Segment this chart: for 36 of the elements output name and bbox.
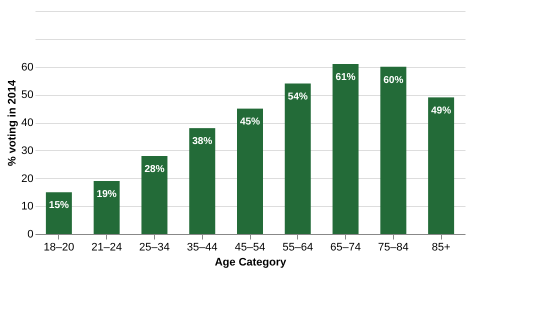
x-tick-label: 65–74 [330,242,361,254]
x-tick-label: 55–64 [282,242,314,254]
y-tick-label: 10 [21,200,34,213]
x-tick-label: 75–84 [378,242,409,254]
bar [237,108,263,234]
data-label: 60% [383,74,404,86]
data-label: 19% [96,189,117,200]
bar [94,181,120,234]
y-tick-label: 0 [27,228,34,240]
x-tick-label: 35–44 [186,242,218,254]
data-label: 15% [48,200,70,212]
x-tick-label: 85+ [432,242,450,254]
data-label: 28% [144,164,165,175]
y-tick-label: 40 [21,117,34,129]
x-tick-label: 45–54 [234,242,266,254]
x-tick-label: 18–20 [44,242,74,254]
bar [141,156,168,234]
y-axis-title: % voting in 2014 [6,79,18,166]
x-axis-title: Age Category [214,256,288,268]
y-tick-label: 20 [21,172,34,185]
bar [380,66,406,234]
data-label: 49% [431,105,452,116]
bar [46,192,72,234]
data-label: 45% [240,116,260,128]
data-label: 38% [192,136,212,148]
bar [332,64,359,234]
x-tick-label: 25–34 [139,242,170,254]
data-label: 54% [288,91,308,102]
bar [284,83,311,234]
bar [428,97,454,234]
data-label: 61% [336,72,356,83]
x-tick-label: 21–24 [91,242,122,254]
y-tick-label: 30 [21,144,34,157]
y-tick-label: 60 [21,61,34,74]
bar [189,128,216,234]
y-tick-label: 50 [21,89,34,102]
